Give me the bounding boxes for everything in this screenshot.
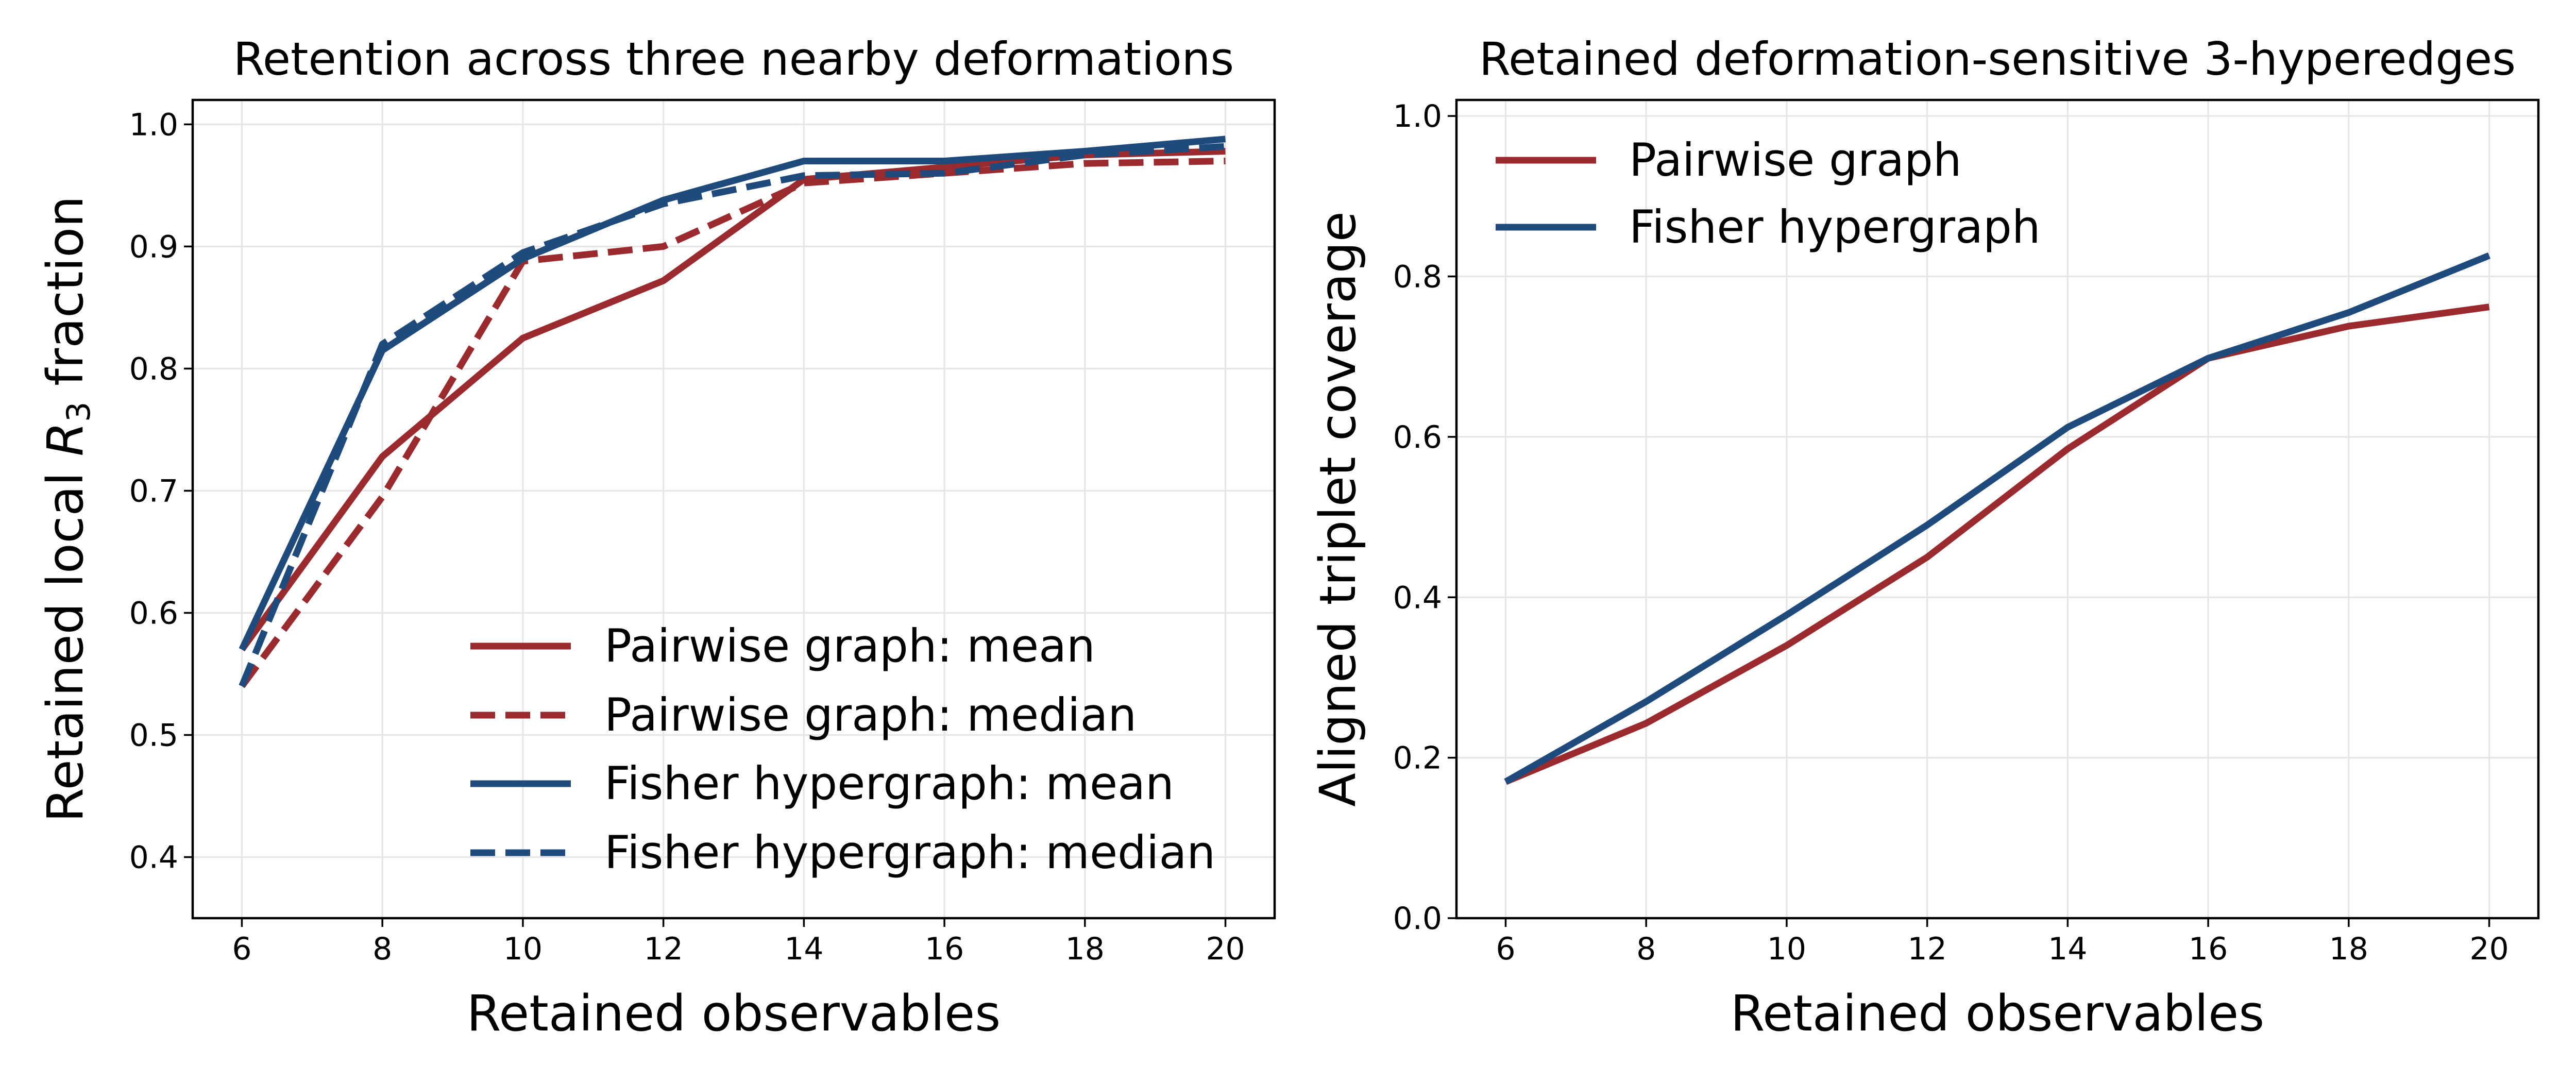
left-legend-label-pairwise-median: Pairwise graph: median — [604, 688, 1137, 741]
right-y-tick-label: 0.6 — [1393, 419, 1442, 455]
right-x-tick-label: 12 — [1907, 931, 1946, 967]
left-y-tick-label: 0.6 — [129, 595, 178, 631]
right-legend-label-pairwise: Pairwise graph — [1629, 133, 1962, 187]
right-x-tick-label: 10 — [1767, 931, 1806, 967]
left-x-tick-label: 14 — [784, 931, 823, 967]
left-y-label-subscript: 3 — [60, 401, 97, 421]
left-x-tick-label: 18 — [1065, 931, 1105, 967]
left-series-line-1 — [239, 148, 1226, 652]
left-x-tick-label: 10 — [503, 931, 543, 967]
right-chart: 6 8 10 12 14 16 18 20 0.0 0.2 0.4 0.6 0.8 1.0 Retaine… — [1309, 32, 2540, 1042]
left-x-tick-label: 16 — [925, 931, 964, 967]
left-x-axis-label: Retained observables — [467, 985, 1001, 1042]
left-y-label-main: Retained local — [37, 457, 94, 822]
right-x-tick-label: 14 — [2048, 931, 2087, 967]
right-y-tick-label: 0.8 — [1393, 259, 1442, 295]
left-y-axis-label: Retained local R3 fraction — [37, 196, 97, 822]
left-grid — [193, 100, 1275, 918]
right-x-tick-label: 8 — [1636, 931, 1656, 967]
left-series-layer — [239, 136, 1226, 688]
right-plot-frame — [1455, 98, 2540, 920]
right-x-tick-label: 16 — [2189, 931, 2228, 967]
left-plot-frame — [191, 98, 1276, 920]
left-legend-label-fisher-median: Fisher hypergraph: median — [604, 826, 1215, 879]
right-x-tick-label: 6 — [1496, 931, 1515, 967]
right-legend: Pairwise graph Fisher hypergraph — [1496, 133, 2041, 253]
left-legend-label-fisher-mean: Fisher hypergraph: mean — [604, 757, 1174, 810]
left-y-tick-label: 0.7 — [129, 473, 178, 509]
right-y-tick-label: 1.0 — [1393, 98, 1442, 134]
right-chart-title: Retained deformation-sensitive 3-hypered… — [1479, 32, 2516, 86]
left-y-tick-label: 0.9 — [129, 229, 178, 265]
right-legend-label-fisher: Fisher hypergraph — [1629, 200, 2041, 253]
right-x-axis-label: Retained observables — [1731, 985, 2265, 1042]
left-chart-title: Retention across three nearby deformatio… — [233, 32, 1234, 86]
left-chart: 6 8 10 12 14 16 18 20 0.4 0.5 0.6 0.7 0.8 0.9 1.0 Rete… — [37, 32, 1276, 1042]
right-series-line-2 — [1504, 252, 2490, 785]
left-y-tick-label: 0.4 — [129, 839, 178, 875]
right-y-tick-label: 0.2 — [1393, 740, 1442, 776]
left-y-tick-label: 0.8 — [129, 351, 178, 387]
left-series-line-4 — [239, 143, 1226, 688]
left-y-tick-label: 0.5 — [129, 717, 178, 753]
left-legend: Pairwise graph: mean Pairwise graph: med… — [470, 619, 1215, 879]
right-series-layer — [1504, 252, 2490, 785]
left-legend-label-pairwise-mean: Pairwise graph: mean — [604, 619, 1095, 672]
right-y-axis-label: Aligned triplet coverage — [1309, 211, 1367, 807]
right-y-tick-label: 0.0 — [1393, 901, 1442, 937]
left-series-line-3 — [239, 136, 1226, 651]
right-y-tick-label: 0.4 — [1393, 580, 1442, 616]
left-x-tick-label: 8 — [372, 931, 392, 967]
left-y-label-symbol: R — [37, 422, 94, 457]
left-x-tick-label: 6 — [232, 931, 251, 967]
right-ticks: 6 8 10 12 14 16 18 20 0.0 0.2 0.4 0.6 0.8 1.0 — [1393, 98, 2509, 967]
right-grid — [1456, 100, 2538, 919]
left-x-tick-label: 12 — [643, 931, 683, 967]
left-series-line-2 — [239, 158, 1226, 688]
left-y-tick-label: 1.0 — [129, 107, 178, 143]
left-y-label-tail: fraction — [37, 196, 94, 401]
left-x-tick-label: 20 — [1206, 931, 1245, 967]
right-x-tick-label: 18 — [2329, 931, 2368, 967]
left-ticks: 6 8 10 12 14 16 18 20 0.4 0.5 0.6 0.7 0.8 0.9 1.0 — [129, 107, 1245, 967]
right-x-tick-label: 20 — [2469, 931, 2509, 967]
right-series-line-1 — [1504, 303, 2490, 785]
